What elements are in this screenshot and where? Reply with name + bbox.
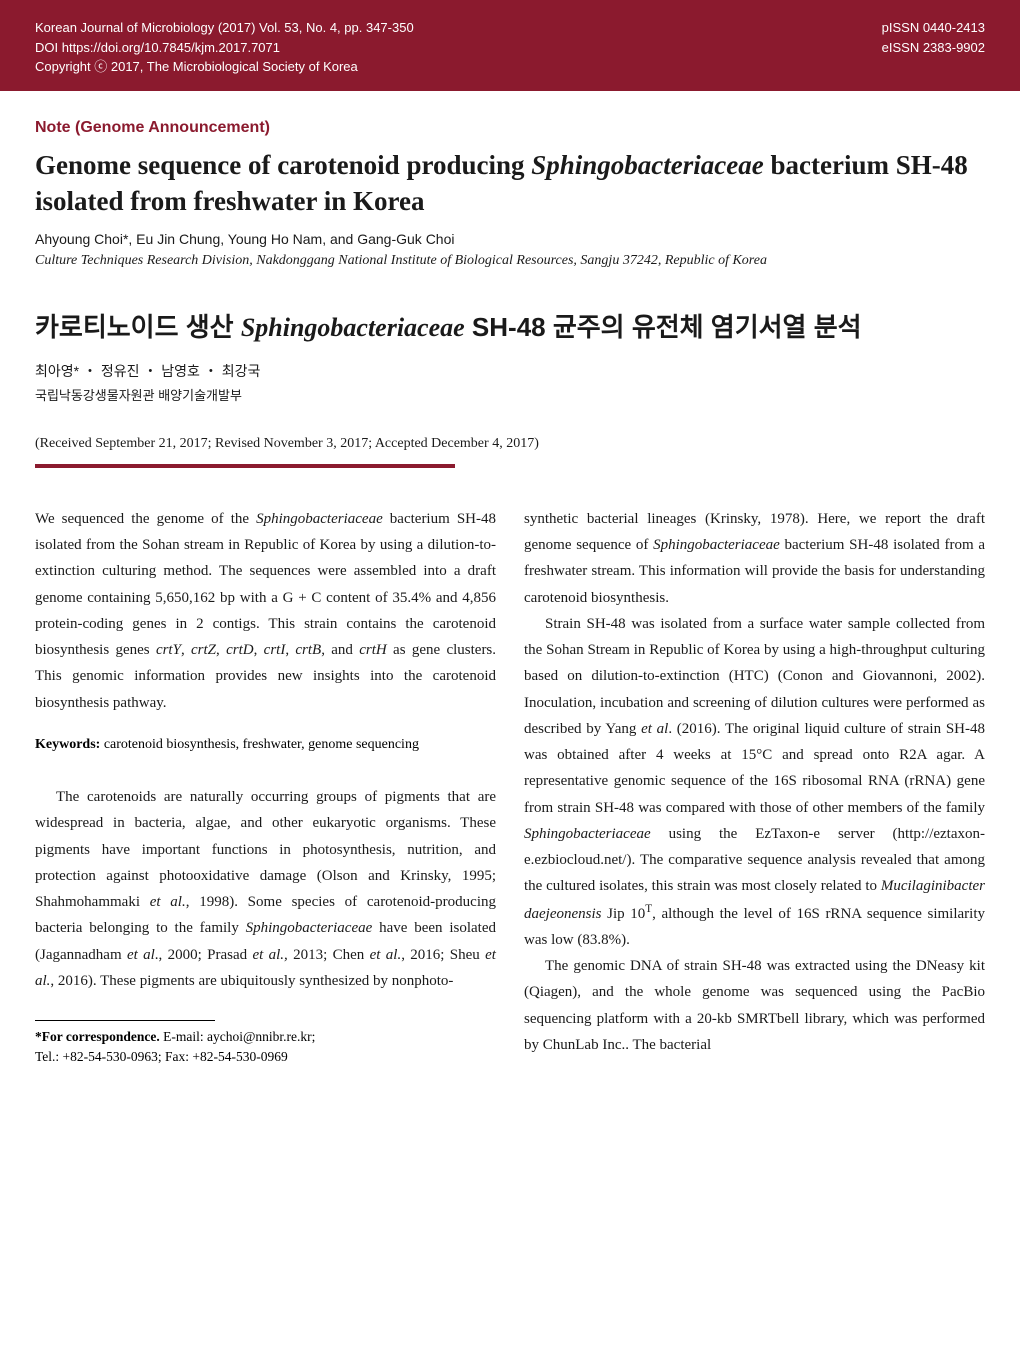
copyright-line: Copyright ⓒ 2017, The Microbiological So… [35, 57, 414, 77]
correspondence: *For correspondence. E-mail: aychoi@nnib… [35, 1027, 496, 1068]
pissn: pISSN 0440-2413 [882, 18, 985, 38]
column-right: synthetic bacterial lineages (Krinsky, 1… [524, 506, 985, 1068]
affiliation-en: Culture Techniques Research Division, Na… [35, 253, 985, 269]
keywords-label: Keywords: [35, 737, 100, 752]
abs-i: , [254, 642, 264, 658]
b1j: et al. [370, 947, 402, 963]
abs-b: Sphingobacteriaceae [256, 511, 383, 527]
journal-line: Korean Journal of Microbiology (2017) Vo… [35, 18, 414, 38]
abs-k: , [285, 642, 295, 658]
abstract: We sequenced the genome of the Sphingoba… [35, 506, 496, 716]
note-label: Note (Genome Announcement) [35, 119, 985, 137]
title-en-italic: Sphingobacteriaceae [531, 150, 763, 180]
para-r1: synthetic bacterial lineages (Krinsky, 1… [524, 506, 985, 611]
abs-n: crtH [359, 642, 387, 658]
r2d: Sphingobacteriaceae [524, 826, 651, 842]
abs-m: , and [321, 642, 359, 658]
body-text-right: synthetic bacterial lineages (Krinsky, 1… [524, 506, 985, 1058]
abs-g: , [216, 642, 226, 658]
body-text-left: The carotenoids are naturally occurring … [35, 784, 496, 994]
b1d: Sphingobacteriaceae [246, 920, 373, 936]
article-title-en: Genome sequence of carotenoid producing … [35, 147, 985, 220]
divider-rule [35, 464, 455, 468]
r1b: Sphingobacteriaceae [653, 537, 780, 553]
header-left: Korean Journal of Microbiology (2017) Vo… [35, 18, 414, 77]
column-left: We sequenced the genome of the Sphingoba… [35, 506, 496, 1068]
footnote-rule [35, 1020, 215, 1021]
authors-en: Ahyoung Choi*, Eu Jin Chung, Young Ho Na… [35, 231, 985, 247]
r3a: The genomic DNA of strain SH-48 was extr… [524, 958, 985, 1053]
abs-f: crtZ [191, 642, 216, 658]
manuscript-dates: (Received September 21, 2017; Revised No… [35, 436, 985, 452]
journal-header: Korean Journal of Microbiology (2017) Vo… [0, 0, 1020, 91]
title-ko-part2: SH-48 균주의 유전체 염기서열 분석 [465, 312, 862, 342]
two-column-body: We sequenced the genome of the Sphingoba… [35, 506, 985, 1068]
b1g: ., 2000; Prasad [155, 947, 253, 963]
abs-e: , [181, 642, 191, 658]
header-right: pISSN 0440-2413 eISSN 2383-9902 [882, 18, 985, 77]
b1k: , 2016; Sheu [401, 947, 485, 963]
authors-ko: 최아영* ・ 정유진 ・ 남영호 ・ 최강국 [35, 361, 985, 381]
r2g: Jip 10 [601, 906, 645, 922]
b1m: , 2016). These pigments are ubiquitously… [50, 973, 453, 989]
corr-email: E-mail: aychoi@nnibr.re.kr; [160, 1029, 316, 1044]
keywords: Keywords: carotenoid biosynthesis, fresh… [35, 734, 496, 756]
para-r2: Strain SH-48 was isolated from a surface… [524, 611, 985, 953]
corr-tel: Tel.: +82-54-530-0963; Fax: +82-54-530-0… [35, 1049, 288, 1064]
b1a: The carotenoids are naturally occurring … [35, 789, 496, 910]
abs-h: crtD [226, 642, 254, 658]
abs-l: crtB [295, 642, 321, 658]
header-row: Korean Journal of Microbiology (2017) Vo… [35, 18, 985, 77]
doi-line: DOI https://doi.org/10.7845/kjm.2017.707… [35, 38, 414, 58]
abs-d: crtY [156, 642, 181, 658]
abs-c: bacterium SH-48 isolated from the Sohan … [35, 511, 496, 658]
r2a: Strain SH-48 was isolated from a surface… [524, 616, 985, 737]
b1f: et al [127, 947, 155, 963]
eissn: eISSN 2383-9902 [882, 38, 985, 58]
para-intro: The carotenoids are naturally occurring … [35, 784, 496, 994]
b1i: 2013; Chen [288, 947, 370, 963]
title-ko-italic: Sphingobacteriaceae [241, 313, 465, 342]
abs-a: We sequenced the genome of the [35, 511, 256, 527]
b1h: et al., [252, 947, 287, 963]
r2b: et al [641, 721, 668, 737]
abs-j: crtI [264, 642, 286, 658]
title-en-part1: Genome sequence of carotenoid producing [35, 150, 531, 180]
affiliation-ko: 국립낙동강생물자원관 배양기술개발부 [35, 385, 985, 404]
keywords-text: carotenoid biosynthesis, freshwater, gen… [100, 737, 419, 752]
para-r3: The genomic DNA of strain SH-48 was extr… [524, 953, 985, 1058]
b1b: et al. [150, 894, 186, 910]
article-title-ko: 카로티노이드 생산 Sphingobacteriaceae SH-48 균주의 … [35, 309, 985, 346]
title-ko-part1: 카로티노이드 생산 [35, 312, 241, 342]
corr-label: *For correspondence. [35, 1029, 160, 1044]
